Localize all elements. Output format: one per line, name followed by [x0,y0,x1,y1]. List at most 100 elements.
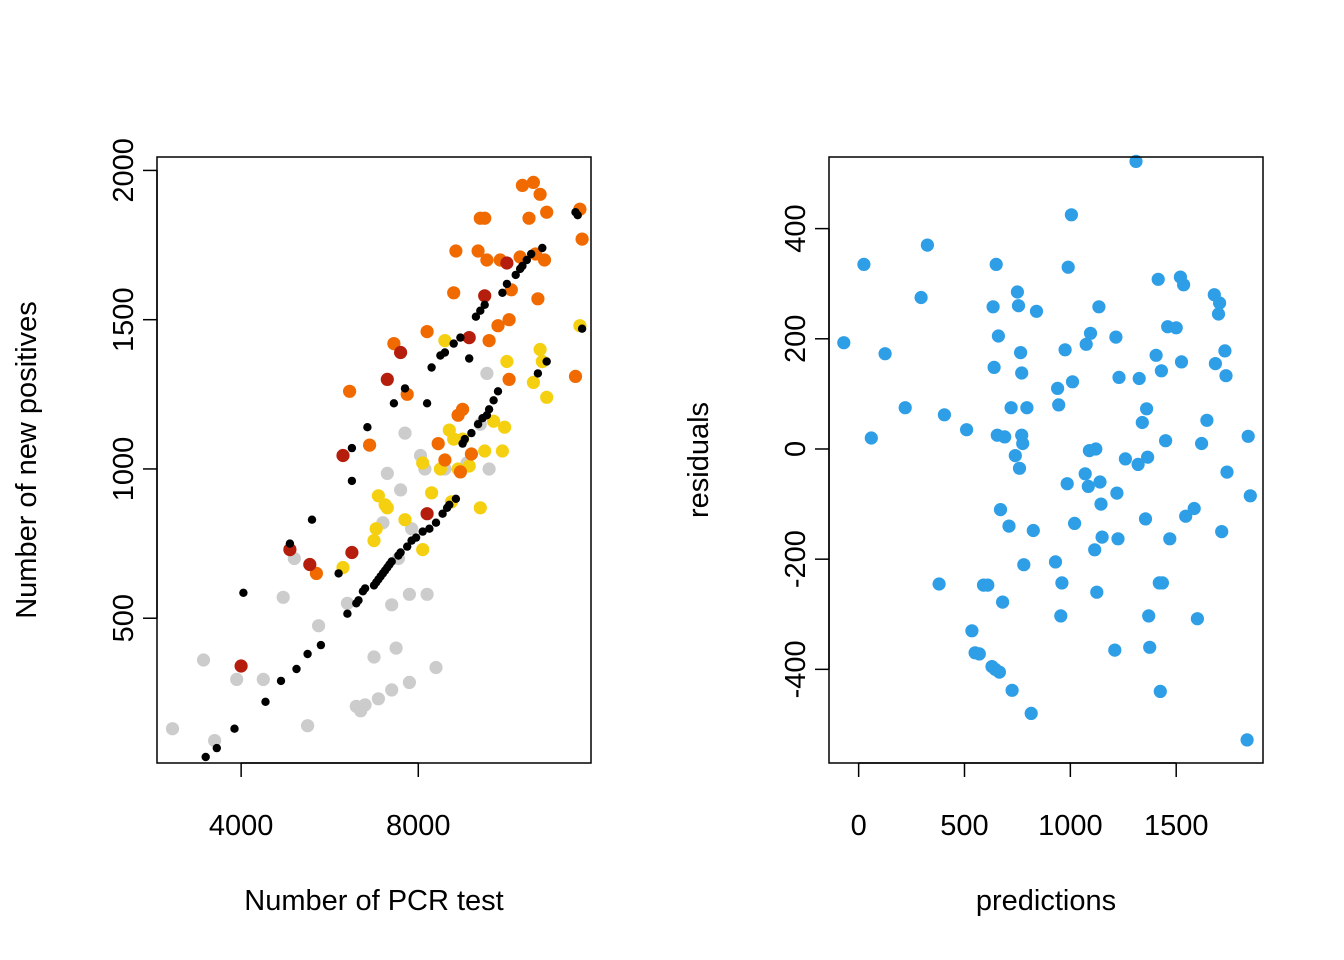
left-data-point [369,522,383,536]
left-data-point [465,354,474,363]
left-data-point [440,348,450,357]
left-data-point [531,292,545,306]
left-data-point [367,650,381,664]
left-data-point [460,434,469,444]
right-data-point [1108,643,1122,657]
right-data-point [1017,558,1031,572]
right-data-point [1024,706,1038,721]
left-data-point [425,524,434,533]
left-data-point [380,501,394,515]
right-data-point [1169,321,1183,335]
right-data-point [1002,519,1016,533]
left-data-point [449,339,458,348]
left-data-point [420,325,434,339]
left-data-point [577,324,587,333]
left-data-point [367,534,381,548]
right-data-point [960,423,974,437]
left-data-point [438,453,452,467]
right-data-point [1054,609,1068,623]
right-y-axis-label: residuals [683,402,715,518]
left-data-point [500,354,514,369]
left-data-point [394,345,408,360]
right-data-point [1094,497,1108,511]
right-data-point [1010,285,1024,299]
right-data-point [1190,612,1204,626]
left-plot-points [165,175,589,762]
right-data-point [1240,733,1254,747]
left-data-point [480,366,494,380]
left-data-point [292,664,301,674]
left-data-point [462,331,476,345]
left-data-point [336,448,350,463]
left-data-point [568,369,583,383]
right-data-point [1112,370,1126,384]
left-data-point [487,414,501,428]
right-data-point [1243,489,1257,503]
left-data-point [489,396,498,405]
left-data-point [230,724,239,733]
right-data-point [1061,260,1075,274]
right-data-point [998,430,1012,444]
right-y-axis: -400 -200 0 200 400 [780,204,830,698]
left-data-point [478,211,492,225]
right-data-point [1153,684,1167,699]
right-data-point [1078,467,1092,481]
right-data-point [932,577,946,591]
left-data-point [285,539,295,548]
left-data-point [358,698,372,712]
left-data-point [403,542,412,551]
left-data-point [538,243,547,253]
left-data-point [471,312,481,321]
left-data-point [354,596,363,605]
right-residual-plot: 0 500 1000 1500 -400 -200 0 200 400 predictions… [683,154,1264,917]
right-data-point [1055,576,1069,590]
left-data-point [438,509,447,518]
right-data-point [1092,300,1106,314]
left-data-point [307,515,317,524]
left-data-point [398,513,412,527]
left-data-point [478,289,492,303]
left-data-point [526,175,541,189]
left-data-point [400,384,410,393]
left-data-point [533,342,547,357]
left-y-tick-label: 500 [108,594,140,642]
right-data-point [1149,348,1163,362]
right-data-point [989,257,1003,271]
left-data-point [425,486,439,500]
left-data-point [471,244,485,258]
left-data-point [402,675,416,690]
right-data-point [1174,355,1189,369]
right-data-point [1052,398,1066,412]
right-data-point [1089,442,1103,456]
left-data-point [431,518,441,527]
right-y-tick-label: -200 [780,530,812,588]
left-data-point [276,676,286,686]
right-data-point [914,290,928,305]
right-data-point [1129,154,1143,168]
left-x-tick-label: 4000 [209,810,274,842]
left-data-point [385,683,399,697]
right-data-point [1111,532,1125,546]
left-data-point [316,640,326,650]
left-data-point [347,476,357,486]
right-data-point [987,360,1001,374]
left-data-point [371,692,385,706]
right-y-tick-label: 200 [780,315,812,363]
left-data-point [380,372,394,386]
left-data-point [360,584,370,593]
right-data-point [1060,477,1074,491]
right-y-tick-label: 0 [780,441,812,457]
left-data-point [283,543,297,557]
left-data-point [234,659,248,673]
left-data-point [575,232,589,246]
left-scatter-plot: 4000 8000 500 1000 1500 2000 Number of PCR t… [11,138,592,917]
left-data-point [456,333,465,342]
left-y-tick-label: 1500 [108,287,140,352]
left-data-point [429,660,443,675]
right-data-point [1195,436,1209,451]
right-data-point [1219,369,1233,383]
right-data-point [1015,366,1029,380]
right-data-point [1020,401,1034,415]
right-data-point [1088,543,1102,557]
